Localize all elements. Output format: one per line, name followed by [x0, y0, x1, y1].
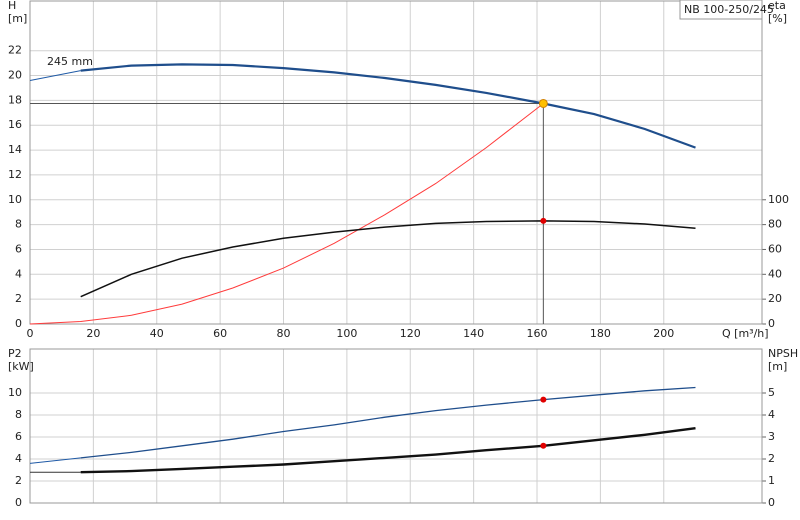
y-tick-label: 0	[15, 496, 22, 509]
curve	[80, 63, 696, 149]
curve	[29, 457, 81, 464]
y-tick-label: 6	[15, 242, 22, 255]
y-tick-label: 8	[15, 408, 22, 421]
x-tick-label: 80	[277, 327, 291, 340]
plot-frame	[29, 348, 763, 504]
curve	[80, 220, 696, 298]
curve	[29, 70, 81, 81]
chart-title: NB 100-250/245	[684, 3, 774, 16]
y-tick-label: 0	[15, 317, 22, 330]
y2-unit: [m]	[768, 360, 787, 373]
y2-tick-label: 100	[768, 193, 789, 206]
curve	[80, 427, 696, 474]
y-tick-label: 22	[8, 44, 22, 57]
curve	[29, 103, 544, 325]
y-tick-label: 16	[8, 118, 22, 131]
x-tick-label: 160	[527, 327, 548, 340]
x-tick-label: 40	[150, 327, 164, 340]
y2-tick-label: 3	[768, 430, 775, 443]
curve-annotation: 245 mm	[47, 55, 93, 68]
y-tick-label: 6	[15, 430, 22, 443]
x-tick-label: 120	[400, 327, 421, 340]
plot-frame	[29, 0, 763, 325]
x-tick-label: 20	[86, 327, 100, 340]
x-tick-label: 0	[27, 327, 34, 340]
x-tick-label: 60	[213, 327, 227, 340]
y2-tick-label: 2	[768, 452, 775, 465]
y2-tick-label: 40	[768, 267, 782, 280]
y-label: H	[8, 0, 16, 12]
y-tick-label: 12	[8, 168, 22, 181]
y-tick-label: 18	[8, 93, 22, 106]
y-tick-label: 14	[8, 143, 22, 156]
y2-label: NPSH	[768, 347, 798, 360]
curve	[80, 386, 696, 459]
y2-tick-label: 60	[768, 242, 782, 255]
y2-tick-label: 20	[768, 292, 782, 305]
y-unit: [m]	[8, 12, 27, 25]
y-tick-label: 4	[15, 267, 22, 280]
y2-tick-label: 80	[768, 218, 782, 231]
x-tick-label: 200	[653, 327, 674, 340]
point-marker	[540, 442, 547, 449]
x-tick-label: 140	[463, 327, 484, 340]
x-tick-label: 180	[590, 327, 611, 340]
y-tick-label: 2	[15, 474, 22, 487]
y-tick-label: 10	[8, 193, 22, 206]
y2-tick-label: 0	[768, 496, 775, 509]
y2-tick-label: 4	[768, 408, 775, 421]
x-label: Q [m³/h]	[722, 327, 769, 340]
y2-tick-label: 5	[768, 386, 775, 399]
point-marker	[540, 217, 547, 224]
y-tick-label: 8	[15, 218, 22, 231]
y-tick-label: 2	[15, 292, 22, 305]
y-tick-label: 10	[8, 386, 22, 399]
point-marker	[540, 396, 547, 403]
operating-point	[538, 98, 548, 108]
title-box	[679, 0, 763, 20]
y-tick-label: 4	[15, 452, 22, 465]
y2-unit: [%]	[768, 12, 787, 25]
y2-tick-label: 1	[768, 474, 775, 487]
x-tick-label: 100	[336, 327, 357, 340]
y-label: P2	[8, 347, 22, 360]
y2-label: eta	[768, 0, 786, 12]
y-unit: [kW]	[8, 360, 34, 373]
y2-tick-label: 0	[768, 317, 775, 330]
y-tick-label: 20	[8, 69, 22, 82]
